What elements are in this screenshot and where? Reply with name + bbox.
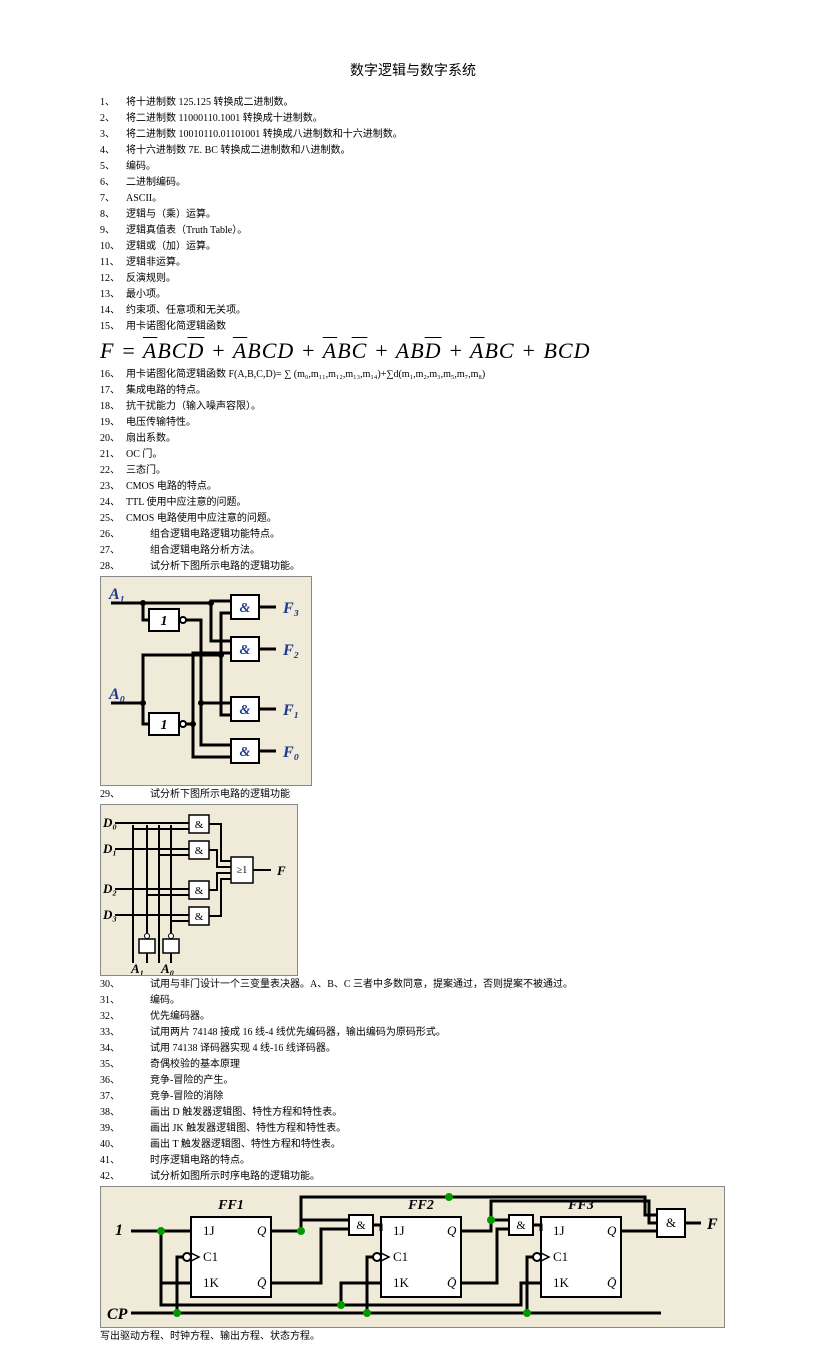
list-item: 37、竞争-冒险的消除 xyxy=(100,1090,726,1104)
list-item: 8、逻辑与（乘）运算。 xyxy=(100,208,726,222)
list-item: 20、扇出系数。 xyxy=(100,432,726,446)
svg-text:A₁: A₁ xyxy=(130,961,144,975)
svg-text:F₀: F₀ xyxy=(282,744,299,761)
list-item: 25、CMOS 电路使用中应注意的问题。 xyxy=(100,512,726,526)
page-title: 数字逻辑与数字系统 xyxy=(100,60,726,80)
list-item: 42、试分析如图所示时序电路的逻辑功能。 xyxy=(100,1170,726,1184)
figure-29-mux: & & & & ≥1 xyxy=(100,804,298,976)
list-item: 21、OC 门。 xyxy=(100,448,726,462)
svg-text:1K: 1K xyxy=(203,1275,220,1290)
svg-text:1K: 1K xyxy=(553,1275,570,1290)
svg-text:&: & xyxy=(356,1218,366,1232)
list-item: 12、反演规则。 xyxy=(100,272,726,286)
list-item: 13、最小项。 xyxy=(100,288,726,302)
svg-text:D₁: D₁ xyxy=(102,841,117,856)
list-item: 28、试分析下图所示电路的逻辑功能。 xyxy=(100,560,726,574)
list-item: 3、将二进制数 10010110.01101001 转换成八进制数和十六进制数。 xyxy=(100,128,726,142)
list-item: 38、画出 D 触发器逻辑图、特性方程和特性表。 xyxy=(100,1106,726,1120)
svg-text:1: 1 xyxy=(161,718,168,733)
list-item: 31、编码。 xyxy=(100,994,726,1008)
svg-text:A₀: A₀ xyxy=(160,961,174,975)
svg-text:≥1: ≥1 xyxy=(237,865,248,876)
svg-text:1: 1 xyxy=(115,1222,123,1239)
svg-text:&: & xyxy=(240,703,251,718)
svg-text:D₃: D₃ xyxy=(102,907,117,922)
svg-text:&: & xyxy=(195,845,204,857)
list-item: 33、试用两片 74148 接成 16 线-4 线优先编码器，输出编码为原码形式… xyxy=(100,1026,726,1040)
svg-text:F₁: F₁ xyxy=(282,702,299,719)
svg-text:A₀: A₀ xyxy=(108,686,125,703)
figure-42-sequential: FF1 1J C1 1K Q Q̄ FF2 1J C1 1K Q Q̄ & xyxy=(100,1186,725,1328)
svg-text:1J: 1J xyxy=(203,1223,215,1238)
list-item: 30、试用与非门设计一个三变量表决器。A、B、C 三者中多数同意，提案通过，否则… xyxy=(100,978,726,992)
svg-text:Q̄: Q̄ xyxy=(447,1275,457,1290)
list-item: 39、画出 JK 触发器逻辑图、特性方程和特性表。 xyxy=(100,1122,726,1136)
list-item: 16、用卡诺图化简逻辑函数 F(A,B,C,D)= ∑ (m₀,m₁₁,m₁₂,… xyxy=(100,368,726,382)
list-item: 1、将十进制数 125.125 转换成二进制数。 xyxy=(100,96,726,110)
list-item: 34、试用 74138 译码器实现 4 线-16 线译码器。 xyxy=(100,1042,726,1056)
list-item: 11、逻辑非运算。 xyxy=(100,256,726,270)
list-item: 35、奇偶校验的基本原理 xyxy=(100,1058,726,1072)
svg-text:D₀: D₀ xyxy=(102,815,117,830)
svg-text:F: F xyxy=(276,863,286,878)
list-item: 10、逻辑或（加）运算。 xyxy=(100,240,726,254)
svg-text:&: & xyxy=(240,643,251,658)
svg-text:&: & xyxy=(666,1215,676,1230)
figure-28-decoder: 1 1 & & & & xyxy=(100,576,312,786)
svg-text:1K: 1K xyxy=(393,1275,410,1290)
svg-text:Q̄: Q̄ xyxy=(257,1275,267,1290)
svg-text:CP: CP xyxy=(107,1306,128,1323)
svg-text:F₃: F₃ xyxy=(282,600,299,617)
svg-text:1: 1 xyxy=(161,614,168,629)
svg-text:&: & xyxy=(516,1218,526,1232)
list-item: 5、编码。 xyxy=(100,160,726,174)
list-item: 32、优先编码器。 xyxy=(100,1010,726,1024)
list-item: 40、画出 T 触发器逻辑图、特性方程和特性表。 xyxy=(100,1138,726,1152)
svg-text:&: & xyxy=(240,601,251,616)
list-item: 9、逻辑真值表（Truth Table）。 xyxy=(100,224,726,238)
list-item: 36、竞争-冒险的产生。 xyxy=(100,1074,726,1088)
svg-text:C1: C1 xyxy=(393,1249,408,1264)
list-item: 18、抗干扰能力（输入噪声容限）。 xyxy=(100,400,726,414)
list-item: 7、ASCII。 xyxy=(100,192,726,206)
svg-text:FF2: FF2 xyxy=(407,1198,434,1213)
svg-text:D₂: D₂ xyxy=(102,881,117,896)
list-item: 26、组合逻辑电路逻辑功能特点。 xyxy=(100,528,726,542)
list-item: 2、将二进制数 11000110.1001 转换成十进制数。 xyxy=(100,112,726,126)
list-item: 27、组合逻辑电路分析方法。 xyxy=(100,544,726,558)
list-item: 6、二进制编码。 xyxy=(100,176,726,190)
svg-text:Q: Q xyxy=(447,1223,457,1238)
svg-text:&: & xyxy=(240,745,251,760)
svg-text:Q: Q xyxy=(257,1223,267,1238)
list-item: 22、三态门。 xyxy=(100,464,726,478)
list-item: 41、时序逻辑电路的特点。 xyxy=(100,1154,726,1168)
list-item: 4、将十六进制数 7E. BC 转换成二进制数和八进制数。 xyxy=(100,144,726,158)
list-item: 23、CMOS 电路的特点。 xyxy=(100,480,726,494)
list-item: 19、电压传输特性。 xyxy=(100,416,726,430)
list-item: 29、试分析下图所示电路的逻辑功能 xyxy=(100,788,726,802)
list-item: 17、集成电路的特点。 xyxy=(100,384,726,398)
list-item: 24、TTL 使用中应注意的问题。 xyxy=(100,496,726,510)
svg-text:1J: 1J xyxy=(393,1223,405,1238)
svg-text:F₂: F₂ xyxy=(282,642,299,659)
svg-text:C1: C1 xyxy=(553,1249,568,1264)
formula: F = ABCD + ABCD + ABC + ABD + ABC + BCD xyxy=(100,338,726,364)
svg-text:&: & xyxy=(195,819,204,831)
svg-text:&: & xyxy=(195,911,204,923)
svg-text:C1: C1 xyxy=(203,1249,218,1264)
svg-text:Q: Q xyxy=(607,1223,617,1238)
list-item: 15、用卡诺图化简逻辑函数 xyxy=(100,320,726,334)
svg-text:1J: 1J xyxy=(553,1223,565,1238)
svg-text:&: & xyxy=(195,885,204,897)
svg-text:A₁: A₁ xyxy=(108,586,125,603)
svg-text:FF1: FF1 xyxy=(217,1198,244,1213)
list-item: 14、约束项、任意项和无关项。 xyxy=(100,304,726,318)
svg-text:Q̄: Q̄ xyxy=(607,1275,617,1290)
svg-text:F: F xyxy=(706,1216,718,1233)
footer-text: 写出驱动方程、时钟方程、输出方程、状态方程。 xyxy=(100,1330,726,1344)
